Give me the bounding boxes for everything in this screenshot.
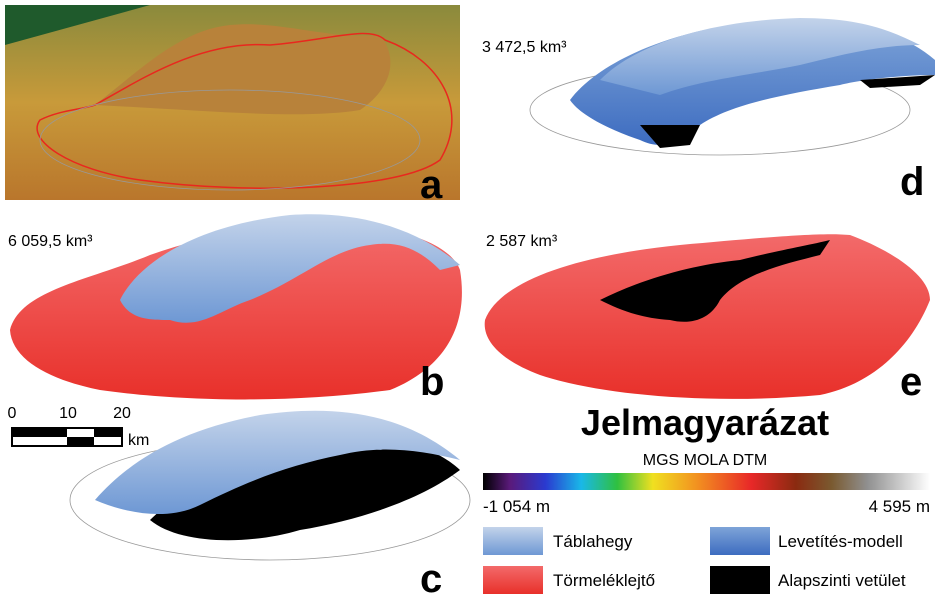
scale-tick: 0 <box>8 405 17 422</box>
scale-segment <box>94 428 122 437</box>
scale-unit: km <box>128 432 149 449</box>
figure: a 6 059,5 km³ b c 0 10 20 km 3 472,5 km³… <box>0 0 940 595</box>
legend-label: Törmeléklejtő <box>553 571 655 590</box>
colorbar-title: MGS MOLA DTM <box>643 452 767 469</box>
legend-label: Alapszinti vetület <box>778 571 906 590</box>
legend-swatch <box>710 566 770 594</box>
colorbar-min: -1 054 m <box>483 497 550 516</box>
legend-label: Levetítés-modell <box>778 532 903 551</box>
legend-label: Táblahegy <box>553 532 633 551</box>
scale-tick: 20 <box>113 405 131 422</box>
legend-swatch <box>483 527 543 555</box>
panel-letter: b <box>420 360 444 404</box>
legend-title: Jelmagyarázat <box>581 402 829 443</box>
legend-swatch <box>483 566 543 594</box>
debris-slope <box>485 234 930 399</box>
colorbar <box>483 473 930 490</box>
panel-d: 3 472,5 km³ d <box>482 18 935 204</box>
panel-letter: a <box>420 163 443 207</box>
legend-swatch <box>710 527 770 555</box>
legend: Jelmagyarázat MGS MOLA DTM -1 054 m 4 59… <box>483 402 930 594</box>
panel-b: 6 059,5 km³ b <box>8 214 462 404</box>
scale-tick: 10 <box>59 405 77 422</box>
panel-letter: c <box>420 557 442 595</box>
scale-segment <box>67 437 94 446</box>
scale-segment <box>12 428 67 437</box>
volume-label: 2 587 km³ <box>486 233 558 250</box>
panel-a: a <box>5 5 460 207</box>
panel-e: 2 587 km³ e <box>485 233 930 404</box>
colorbar-max: 4 595 m <box>869 497 930 516</box>
volume-label: 6 059,5 km³ <box>8 233 93 250</box>
panel-letter: d <box>900 160 924 204</box>
volume-label: 3 472,5 km³ <box>482 39 567 56</box>
scale-bar: 0 10 20 km <box>8 405 150 449</box>
panel-letter: e <box>900 360 922 404</box>
